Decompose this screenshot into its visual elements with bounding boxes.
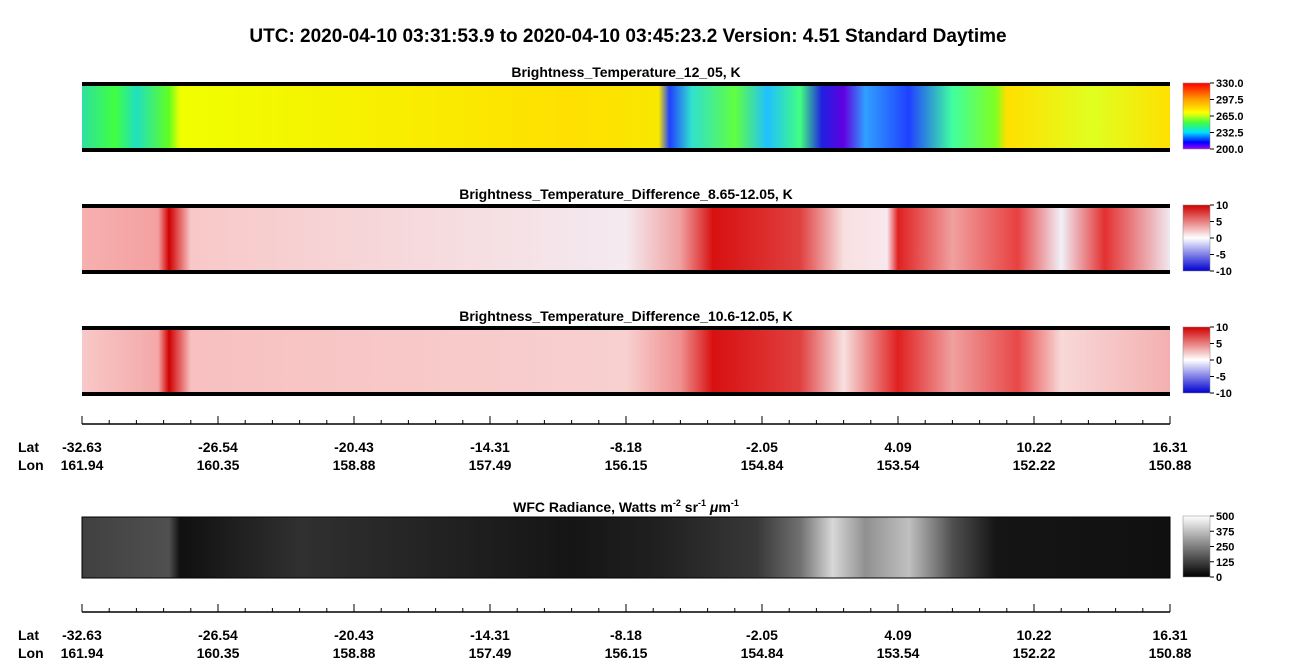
- lat-value: -2.05: [746, 627, 778, 643]
- lat-value: -32.63: [62, 627, 102, 643]
- lat-value: -32.63: [62, 439, 102, 455]
- lat-value: -26.54: [198, 439, 238, 455]
- lat-label: Lat: [18, 627, 39, 643]
- panel-image: [82, 84, 1170, 150]
- colorbar-label: -10: [1216, 388, 1232, 400]
- scan-border: [82, 270, 1170, 274]
- colorbar: [1182, 82, 1211, 150]
- lon-value: 153.54: [877, 645, 920, 661]
- colorbar-label: 500: [1216, 511, 1234, 523]
- colorbar-label: 5: [1216, 217, 1222, 229]
- scan-border: [82, 82, 1170, 86]
- lat-value: 16.31: [1152, 627, 1187, 643]
- lon-value: 152.22: [1013, 457, 1056, 473]
- lon-value: 161.94: [61, 457, 104, 473]
- lat-value: 10.22: [1016, 627, 1051, 643]
- lon-value: 152.22: [1013, 645, 1056, 661]
- lon-value: 154.84: [741, 457, 784, 473]
- lon-label: Lon: [18, 645, 44, 661]
- colorbar-label: -10: [1216, 266, 1232, 278]
- panel-image: [82, 206, 1170, 272]
- lat-value: -14.31: [470, 439, 510, 455]
- panel-image: [82, 328, 1170, 394]
- colorbar-label: 10: [1216, 200, 1228, 212]
- panel-title: Brightness_Temperature_Difference_8.65-1…: [459, 186, 793, 202]
- lat-value: -8.18: [610, 627, 642, 643]
- lat-value: 4.09: [884, 439, 911, 455]
- lon-value: 153.54: [877, 457, 920, 473]
- lon-value: 156.15: [605, 645, 648, 661]
- lon-value: 160.35: [197, 645, 240, 661]
- lat-label: Lat: [18, 439, 39, 455]
- colorbar-label: 0: [1216, 233, 1222, 245]
- page-title: UTC: 2020-04-10 03:31:53.9 to 2020-04-10…: [249, 26, 1006, 47]
- colorbar-label: 0: [1216, 572, 1222, 584]
- colorbar-label: -5: [1216, 250, 1226, 262]
- lon-value: 158.88: [333, 645, 376, 661]
- lon-value: 150.88: [1149, 457, 1192, 473]
- lon-value: 158.88: [333, 457, 376, 473]
- panel-frame: [81, 516, 1171, 579]
- colorbar-label: 5: [1216, 339, 1222, 351]
- panel-image: [82, 517, 1170, 578]
- colorbar: [1182, 204, 1211, 272]
- scan-border: [82, 326, 1170, 330]
- colorbar-label: 297.5: [1216, 95, 1244, 107]
- panel-title: WFC Radiance, Watts m-2 sr-1 μm-1: [513, 498, 739, 515]
- lon-value: 160.35: [197, 457, 240, 473]
- colorbar-label: 125: [1216, 557, 1234, 569]
- scan-border: [82, 392, 1170, 396]
- colorbar-label: -5: [1216, 372, 1226, 384]
- lat-value: 16.31: [1152, 439, 1187, 455]
- scan-border: [82, 204, 1170, 208]
- lon-value: 157.49: [469, 645, 512, 661]
- colorbar-label: 265.0: [1216, 111, 1244, 123]
- lon-label: Lon: [18, 457, 44, 473]
- lat-value: -8.18: [610, 439, 642, 455]
- colorbar-label: 375: [1216, 526, 1234, 538]
- lon-value: 161.94: [61, 645, 104, 661]
- panel-title: Brightness_Temperature_12_05, K: [511, 64, 740, 80]
- lat-value: -2.05: [746, 439, 778, 455]
- lat-value: -20.43: [334, 439, 374, 455]
- colorbar-label: 10: [1216, 322, 1228, 334]
- colorbar-label: 250: [1216, 542, 1234, 554]
- colorbar-label: 232.5: [1216, 128, 1244, 140]
- lat-value: -20.43: [334, 627, 374, 643]
- lat-value: 10.22: [1016, 439, 1051, 455]
- lon-value: 150.88: [1149, 645, 1192, 661]
- colorbar-label: 200.0: [1216, 144, 1244, 156]
- panel-title: Brightness_Temperature_Difference_10.6-1…: [459, 308, 793, 324]
- scan-border: [82, 148, 1170, 152]
- colorbar: [1182, 326, 1211, 394]
- colorbar-label: 330.0: [1216, 78, 1244, 90]
- lat-value: -26.54: [198, 627, 238, 643]
- lon-value: 154.84: [741, 645, 784, 661]
- colorbar: [1182, 515, 1211, 578]
- lon-value: 157.49: [469, 457, 512, 473]
- lon-value: 156.15: [605, 457, 648, 473]
- lat-value: -14.31: [470, 627, 510, 643]
- lat-value: 4.09: [884, 627, 911, 643]
- colorbar-label: 0: [1216, 355, 1222, 367]
